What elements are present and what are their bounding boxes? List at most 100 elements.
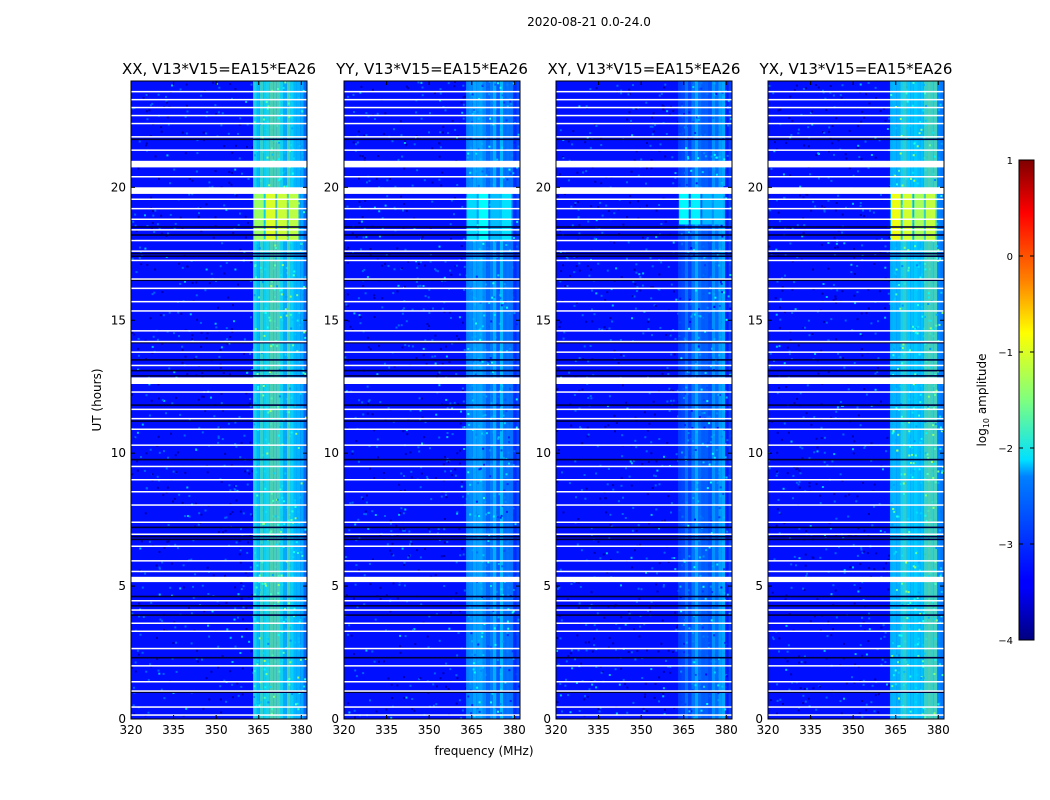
heatmap-cell	[456, 135, 459, 137]
heatmap-cell	[416, 549, 419, 552]
rfi-band	[890, 81, 944, 719]
heatmap-cell	[778, 387, 781, 389]
rfi-cell	[264, 487, 267, 490]
heatmap-cell	[251, 146, 254, 149]
heatmap-cell	[434, 268, 437, 271]
heatmap-cell	[860, 348, 863, 350]
rfi-stripe	[728, 81, 732, 719]
heatmap-cell	[835, 517, 838, 520]
heatmap-cell	[161, 342, 164, 345]
rfi-cell	[508, 168, 511, 171]
dark-line	[344, 691, 520, 693]
heatmap-cell	[574, 409, 577, 412]
rfi-stripe	[516, 81, 520, 719]
blank-line	[344, 136, 520, 138]
heatmap-cell	[884, 119, 887, 122]
heatmap-cell	[797, 709, 800, 712]
heatmap-cell	[372, 88, 374, 91]
heatmap-cell	[578, 232, 581, 235]
rfi-cell	[516, 245, 519, 248]
blank-line	[556, 218, 732, 220]
heatmap-cell	[873, 483, 876, 486]
heatmap-cell	[415, 280, 418, 283]
rfi-cell	[476, 686, 479, 689]
heatmap-cell	[230, 464, 233, 467]
plot-frame	[343, 80, 521, 720]
heatmap-cell	[389, 519, 392, 522]
heatmap-cell	[217, 531, 220, 533]
blank-line	[556, 278, 732, 280]
heatmap-cell	[833, 500, 836, 503]
rfi-cell	[716, 563, 719, 566]
rfi-cell	[503, 549, 506, 552]
heatmap-cell	[651, 567, 654, 570]
heatmap-cell	[796, 397, 799, 400]
heatmap-cell	[789, 174, 792, 177]
dark-line	[131, 656, 307, 659]
heatmap-cell	[870, 154, 873, 156]
heatmap-cell	[242, 618, 245, 621]
rfi-cell	[491, 102, 494, 105]
rfi-stripe	[694, 81, 699, 719]
rfi-cell	[717, 393, 720, 396]
rfi-cell	[291, 127, 294, 130]
heatmap-cell	[644, 693, 647, 696]
rfi-cell	[473, 110, 476, 113]
heatmap-cell	[456, 137, 458, 139]
heatmap-cell	[882, 567, 885, 570]
heatmap-cell	[145, 452, 148, 455]
heatmap-cell	[848, 129, 851, 132]
rfi-cell	[715, 92, 718, 95]
heatmap-cell	[221, 655, 224, 658]
heatmap-cell	[620, 476, 623, 479]
heatmap-cell	[432, 307, 434, 310]
heatmap-cell	[237, 694, 240, 697]
heatmap-cell	[185, 132, 188, 135]
heatmap-cell	[868, 628, 871, 631]
heatmap-cell	[154, 155, 157, 158]
rfi-cell	[475, 275, 478, 278]
heatmap-cell	[208, 635, 211, 638]
heatmap-cell	[859, 204, 862, 207]
heatmap-cell	[439, 92, 442, 95]
dark-line	[556, 535, 732, 538]
heatmap-cell	[455, 702, 458, 705]
heatmap-cell	[141, 586, 144, 589]
heatmap-cell	[845, 157, 848, 160]
rfi-cell	[702, 585, 705, 588]
heatmap-cell	[236, 682, 239, 685]
rfi-cell	[721, 235, 724, 238]
heatmap-cell	[640, 158, 643, 161]
heatmap-cell	[403, 307, 405, 310]
heatmap-cell	[888, 684, 891, 687]
rfi-stripe	[499, 81, 504, 719]
heatmap-cell	[424, 295, 427, 298]
heatmap-cell	[651, 116, 653, 119]
heatmap-cell	[450, 273, 453, 276]
rfi-cell	[686, 155, 689, 158]
heatmap-cell	[802, 326, 805, 329]
heatmap-cell	[197, 215, 200, 218]
rfi-cell	[692, 440, 695, 442]
rfi-cell	[698, 308, 700, 311]
heatmap-cell	[853, 440, 856, 443]
rfi-cell	[290, 431, 293, 434]
heatmap-cell	[778, 345, 781, 348]
heatmap-cell	[402, 527, 405, 530]
rfi-cell	[476, 551, 479, 554]
heatmap-cell	[802, 88, 805, 90]
heatmap-cell	[381, 264, 384, 267]
rfi-cell	[274, 257, 277, 260]
heatmap-cell	[219, 685, 222, 688]
heatmap-cell	[605, 511, 608, 514]
heatmap-cell	[359, 91, 362, 94]
heatmap-cell	[585, 623, 588, 626]
heatmap-cell	[841, 290, 844, 293]
heatmap-cell	[775, 248, 778, 251]
heatmap-cell	[834, 295, 837, 298]
rfi-cell	[690, 629, 693, 632]
heatmap-cell	[635, 107, 638, 110]
heatmap-cell	[834, 589, 837, 592]
heatmap-cell	[206, 111, 209, 114]
rfi-cell	[503, 101, 506, 104]
